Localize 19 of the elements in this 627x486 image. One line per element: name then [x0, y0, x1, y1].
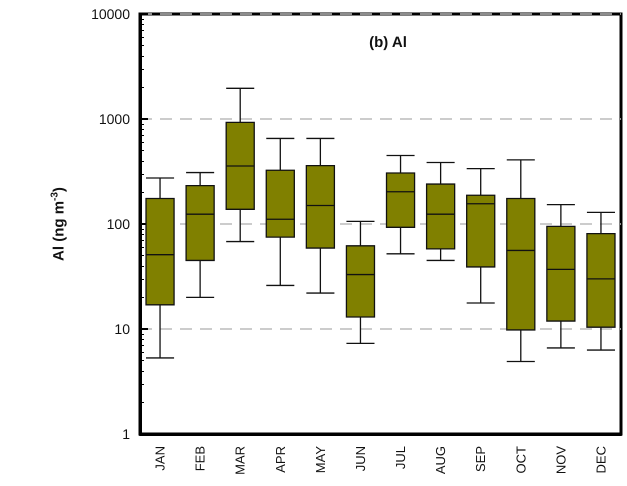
x-tick-label: JUL: [393, 446, 408, 470]
y-tick-label: 1000: [98, 111, 130, 127]
y-tick-label: 10000: [91, 6, 130, 22]
x-tick-label: MAY: [312, 446, 328, 474]
x-tick-label: MAR: [232, 446, 248, 475]
y-axis-title: Al (ng m-3): [50, 187, 68, 261]
x-tick-label: SEP: [473, 446, 488, 472]
x-tick-label: OCT: [513, 446, 528, 474]
y-tick-label: 100: [106, 216, 130, 232]
y-tick-label: 10: [114, 321, 130, 337]
x-tick-label: JUN: [352, 446, 368, 472]
x-tick-label: AUG: [433, 446, 448, 474]
text: (b) Al: [369, 34, 407, 51]
y-tick-label: 1: [122, 426, 130, 442]
x-tick-label: DEC: [593, 446, 608, 474]
x-tick-label: APR: [272, 446, 288, 473]
x-tick-label: NOV: [553, 446, 568, 474]
x-tick-label: JAN: [152, 446, 168, 471]
x-tick-label: FEB: [192, 446, 208, 472]
